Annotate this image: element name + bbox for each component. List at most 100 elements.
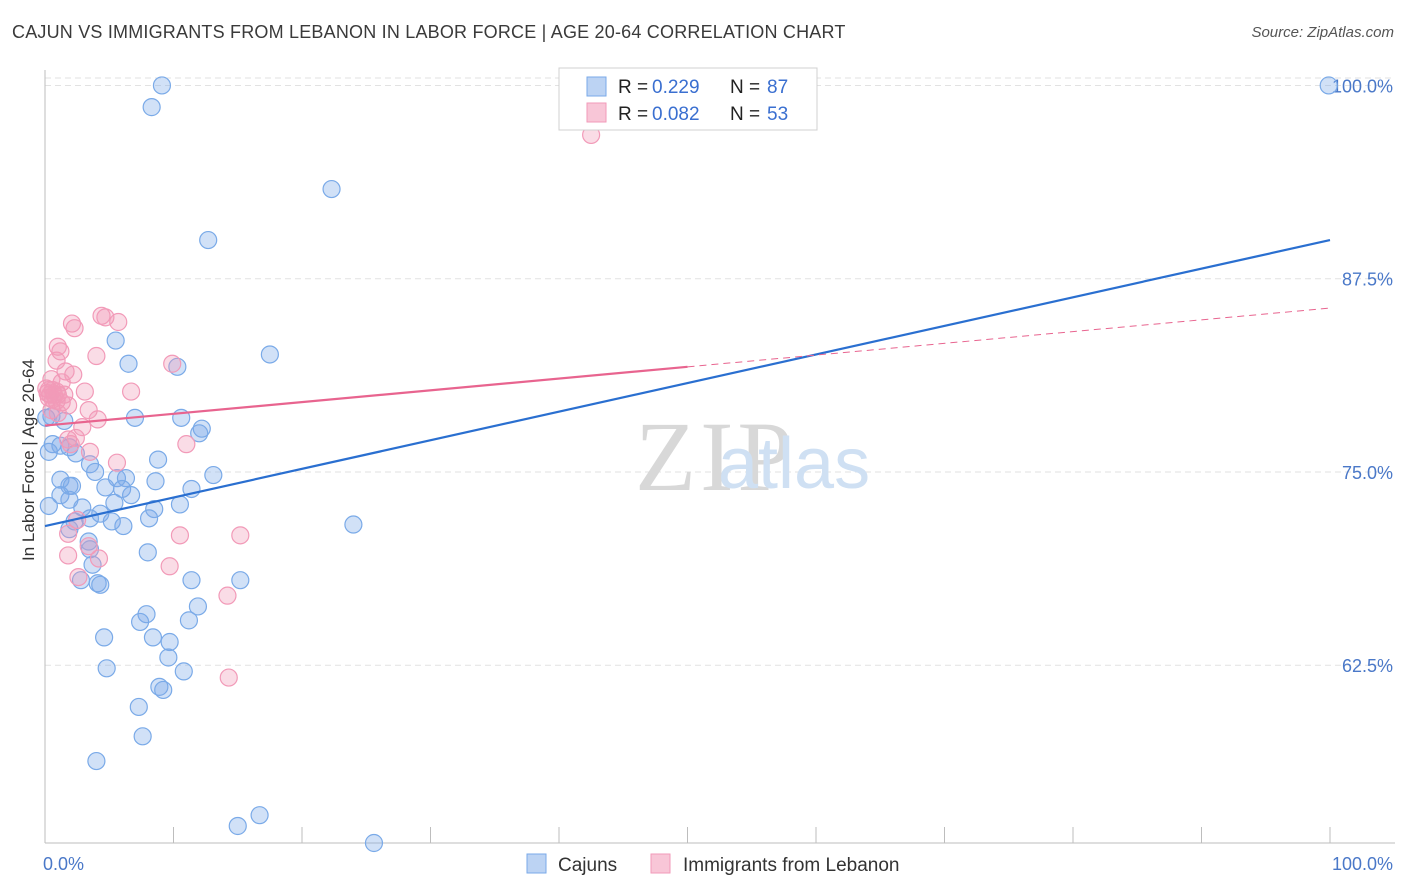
point-cajuns (138, 543, 157, 562)
legend-swatch-lebanon (586, 102, 607, 123)
top-legend: R = 0.229 N = 87 R = 0.082 N = 53 (558, 67, 818, 131)
x-tick-label: 0.0% (43, 854, 84, 874)
point-lebanon (89, 549, 109, 568)
point-lebanon (231, 526, 250, 545)
point-cajuns (87, 751, 106, 771)
point-cajuns (146, 472, 165, 491)
point-cajuns (97, 659, 116, 678)
point-cajuns (116, 469, 136, 488)
point-cajuns (39, 496, 58, 516)
point-cajuns (168, 357, 187, 376)
point-cajuns (1319, 76, 1338, 95)
point-lebanon (61, 435, 80, 454)
point-cajuns (51, 486, 70, 505)
point-lebanon (219, 668, 238, 687)
point-cajuns (91, 575, 110, 594)
point-cajuns (106, 331, 125, 350)
point-cajuns (139, 509, 159, 528)
point-cajuns (95, 628, 114, 647)
point-lebanon (218, 586, 237, 605)
legend-n-label-1: N = (730, 77, 760, 98)
point-lebanon (65, 319, 84, 338)
legend-n-value-1: 87 (767, 77, 788, 98)
point-lebanon (59, 524, 78, 543)
point-lebanon (107, 453, 127, 472)
point-lebanon (170, 526, 190, 545)
point-cajuns (143, 628, 163, 647)
point-cajuns (96, 478, 115, 497)
watermark-zip: ZIP (635, 401, 797, 512)
point-cajuns (114, 516, 133, 536)
point-cajuns (322, 179, 341, 199)
source-label: Source: ZipAtlas.com (1251, 24, 1394, 41)
point-cajuns (344, 515, 363, 534)
legend-r-label-2: R = (618, 104, 648, 125)
point-lebanon (51, 342, 70, 361)
point-cajuns (51, 470, 70, 489)
bottom-legend-swatch-cajuns (526, 853, 547, 874)
legend-r-label-1: R = (618, 77, 648, 98)
point-lebanon (79, 537, 98, 556)
point-cajuns (179, 611, 199, 630)
point-cajuns (145, 499, 164, 519)
point-cajuns (364, 833, 384, 853)
point-cajuns (159, 648, 178, 667)
bottom-legend-label-cajuns: Cajuns (558, 855, 617, 876)
y-tick-label: 62.5% (1342, 656, 1393, 676)
point-cajuns (174, 662, 193, 681)
point-cajuns (250, 806, 269, 825)
legend-n-value-2: 53 (767, 104, 788, 125)
point-cajuns (148, 450, 168, 469)
trend-line-lebanon-dashed (687, 307, 1331, 368)
bottom-legend: Cajuns Immigrants from Lebanon (526, 853, 900, 876)
point-cajuns (154, 680, 173, 700)
point-lebanon (87, 346, 106, 366)
point-lebanon (109, 312, 128, 332)
y-tick-label: 75.0% (1342, 463, 1393, 483)
point-cajuns (152, 76, 172, 95)
axes (44, 70, 1395, 844)
point-lebanon (75, 382, 94, 401)
point-lebanon (69, 567, 88, 587)
trend-line-cajuns (44, 238, 1331, 528)
point-cajuns (228, 816, 247, 836)
point-cajuns (133, 727, 152, 746)
point-lebanon (163, 354, 182, 373)
legend-r-value-2: 0.082 (652, 104, 700, 125)
y-axis-title: In Labor Force | Age 20-64 (19, 359, 38, 561)
point-cajuns (112, 479, 132, 499)
point-cajuns (204, 465, 223, 485)
point-lebanon (59, 546, 78, 565)
y-tick-label: 87.5% (1342, 270, 1393, 290)
point-lebanon (160, 557, 179, 576)
bottom-legend-swatch-lebanon (650, 853, 671, 874)
bottom-legend-label-lebanon: Immigrants from Lebanon (683, 855, 900, 876)
legend-swatch-cajuns (586, 76, 607, 97)
point-lebanon (177, 435, 196, 454)
point-cajuns (142, 98, 161, 117)
point-lebanon (80, 442, 100, 461)
y-tick-label: 100.0% (1332, 76, 1393, 96)
point-cajuns (102, 512, 121, 531)
point-cajuns (190, 424, 209, 443)
point-cajuns (199, 230, 218, 250)
data-points (37, 76, 1338, 853)
point-lebanon (48, 404, 67, 423)
point-cajuns (231, 571, 250, 590)
point-cajuns (86, 462, 105, 482)
point-cajuns (260, 345, 279, 364)
trend-line-lebanon (44, 365, 688, 427)
point-cajuns (119, 354, 138, 373)
point-lebanon (121, 382, 141, 401)
point-cajuns (121, 486, 141, 505)
point-cajuns (182, 571, 201, 590)
x-tick-label: 100.0% (1332, 854, 1393, 874)
tick-labels: 62.5% 75.0% 87.5% 100.0% 0.0% 100.0% (43, 76, 1393, 874)
point-cajuns (160, 632, 179, 652)
legend-n-label-2: N = (730, 104, 760, 125)
watermark: ZIP atlas (635, 401, 870, 512)
point-cajuns (39, 442, 58, 461)
point-cajuns (130, 612, 150, 632)
point-cajuns (129, 697, 148, 717)
